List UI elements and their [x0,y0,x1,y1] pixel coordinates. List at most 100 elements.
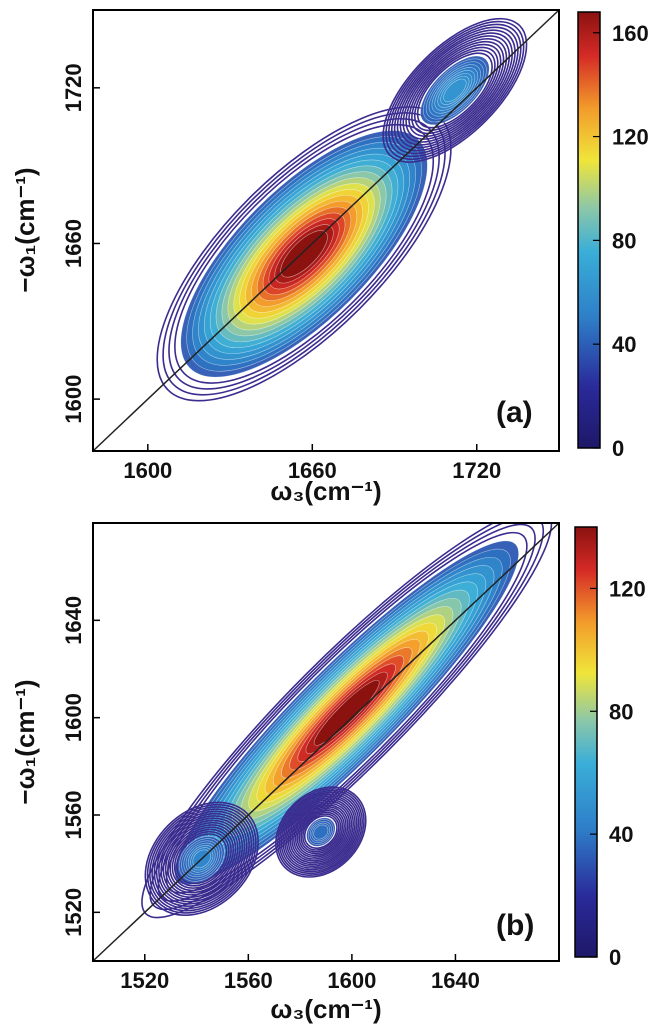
colorbar-tick-label: 0 [612,436,624,461]
colorbar-tick-label: 80 [609,699,633,724]
contour-level [282,793,360,871]
contour-level [155,812,248,905]
contour-level [169,826,235,892]
contour-level [385,20,525,161]
contour-level [443,78,467,103]
contour-level [402,38,508,143]
contour-level [313,680,380,746]
contour-level [174,123,435,384]
contour-level [164,821,239,896]
colorbar-tick-label: 120 [609,576,646,601]
contour-level [296,807,345,857]
diagonal-line-a [92,9,560,452]
colorbar-tick-label: 0 [609,945,621,970]
plot-frame-b [92,522,560,962]
contour-level [173,830,230,887]
panel-b: 1520 1560 1600 1640 1520 1560 1600 1640 (b) ω₃… [10,522,646,1024]
y-tick-label: 1660 [61,219,86,268]
colorbar-tick-label: 160 [612,21,649,46]
contour-level [405,40,505,140]
contour-level [294,806,347,858]
y-tick-label: 1720 [61,63,86,112]
contour-level [176,833,228,885]
y-ticks-b: 1520 1560 1600 1640 [61,596,100,937]
contour-level [416,52,493,129]
contour-level [413,49,496,132]
y-tick-label: 1600 [61,375,86,424]
contour-level [168,117,440,390]
contour-level [291,802,351,862]
colorbar-tick-label: 80 [612,228,636,253]
contour-level [396,32,513,149]
contour-level [276,788,365,876]
contour-level [162,819,241,898]
contour-level [399,35,511,146]
contour-level [158,815,246,903]
contour-level [284,795,358,869]
contour-level [153,810,250,907]
y-tick-label: 1600 [61,693,86,742]
contour-level [298,809,344,855]
contour-level [157,523,536,902]
contour-set [141,523,553,919]
contour-level [160,817,244,901]
contour-level [302,813,340,851]
colorbar-ticks-a: 0 40 80 120 160 [593,21,649,461]
contour-level [293,804,349,860]
contour-level [393,29,516,152]
contour-level [146,803,257,914]
colorbar-a [577,11,601,449]
colorbar-tick-label: 120 [612,125,649,150]
contour-level [167,824,237,894]
contour-level [278,789,363,875]
contour-level [388,23,522,158]
contour-level [289,800,353,864]
x-axis-label-a: ω₃(cm⁻¹) [270,476,381,506]
contour-level [287,798,354,866]
x-tick-label: 1720 [452,458,501,483]
x-axis-label-b: ω₃(cm⁻¹) [270,994,381,1024]
contours-b [141,523,553,919]
y-ticks-a: 1600 1660 1720 [61,63,100,424]
contour-level [285,797,356,867]
contour-level [144,801,259,916]
panel-label-b: (b) [496,909,534,942]
x-tick-label: 1660 [288,458,337,483]
contour-level [280,791,362,873]
contour-level [149,806,255,912]
y-axis-label-b: −ω₁(cm⁻¹) [10,679,40,804]
colorbar-ticks-b: 0 40 80 120 [590,576,646,970]
contour-level [151,808,253,910]
colorbar-b [574,526,598,958]
contour-level [275,786,367,878]
x-tick-label: 1600 [123,458,172,483]
y-tick-label: 1520 [61,888,86,937]
y-axis-label-a: −ω₁(cm⁻¹) [10,167,40,292]
contour-level [303,815,338,849]
plot-frame-a [92,9,560,452]
x-tick-label: 1640 [431,968,480,993]
x-tick-label: 1520 [120,968,169,993]
contour-level [382,17,528,163]
diagonal-line-b [92,522,560,962]
panel-label-a: (a) [496,396,533,429]
x-ticks-b: 1520 1560 1600 1640 [120,954,480,993]
contour-level [390,26,519,155]
y-tick-label: 1640 [61,596,86,645]
x-ticks-a: 1600 1660 1720 [123,444,501,483]
contour-level [300,811,342,853]
contour-level [149,523,545,911]
y-tick-label: 1560 [61,791,86,840]
contour-level [408,43,502,138]
contour-level [171,828,232,889]
contour-level [280,230,328,278]
colorbar-tick-label: 40 [609,822,633,847]
x-tick-label: 1560 [224,968,273,993]
contour-level [313,824,329,840]
contour-level [411,46,499,135]
contour-level [141,523,553,919]
x-tick-label: 1600 [327,968,376,993]
colorbar-tick-label: 40 [612,332,636,357]
